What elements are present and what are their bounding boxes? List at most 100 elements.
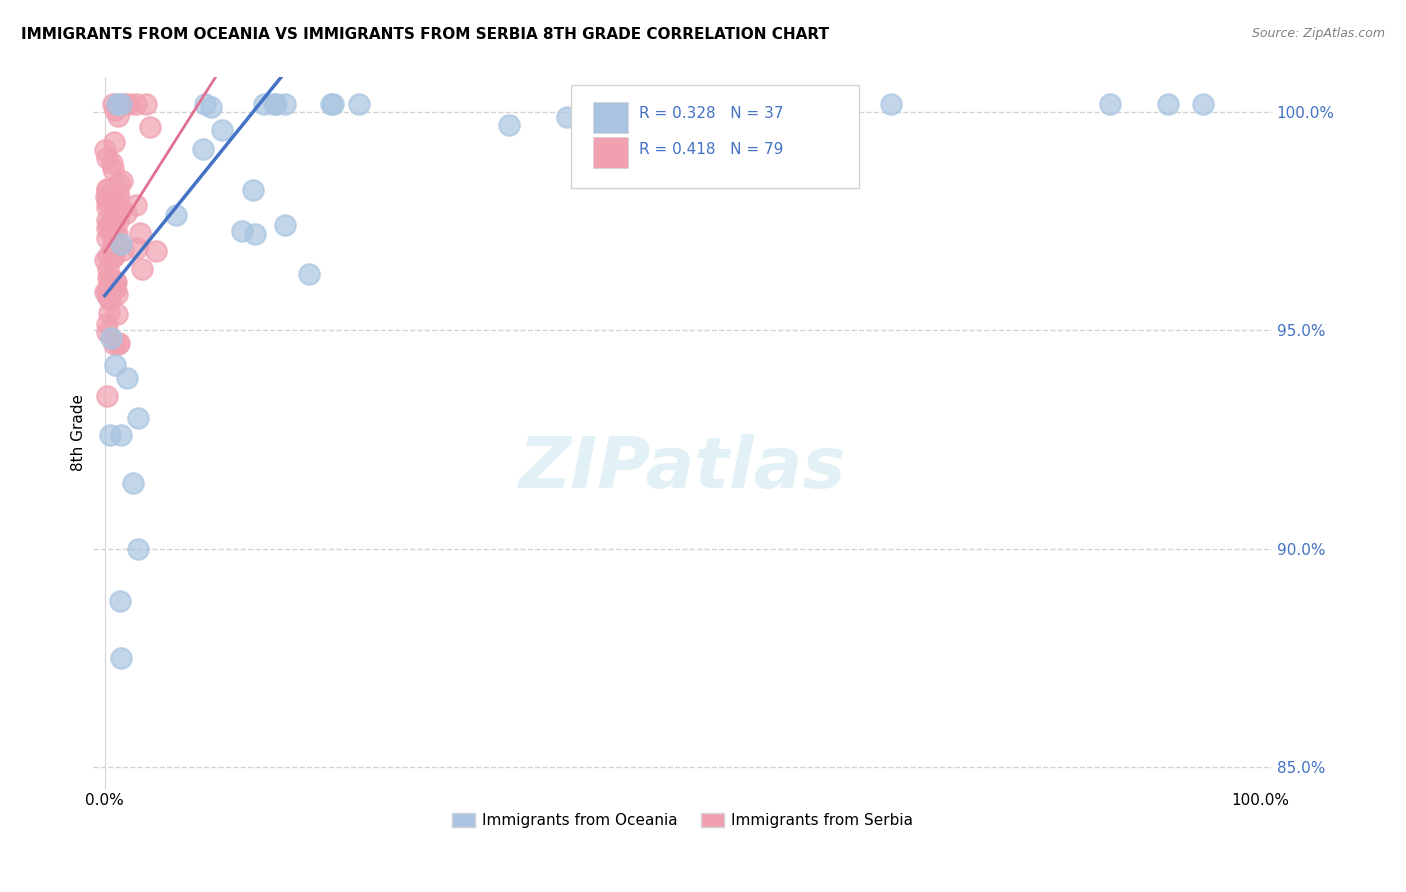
Point [98,306,121,320]
Point [555,110,578,124]
Point [101,244,124,258]
Point [118,96,141,111]
Point [97,195,120,210]
Point [110,650,132,665]
Point [1191,96,1213,111]
Point [111,174,134,188]
Point [107,96,129,111]
Point [100,219,122,233]
Point [110,96,132,111]
Point [263,96,285,111]
Point [127,410,149,425]
Y-axis label: 8th Grade: 8th Grade [72,394,86,472]
Point [115,206,138,220]
Text: Source: ZipAtlas.com: Source: ZipAtlas.com [1251,27,1385,40]
Text: R = 0.418   N = 79: R = 0.418 N = 79 [638,142,783,157]
Point [103,249,125,263]
Point [1099,96,1122,111]
Point [98,221,121,235]
Point [97,271,120,285]
Point [96,283,118,297]
Point [145,244,167,259]
Legend: Immigrants from Oceania, Immigrants from Serbia: Immigrants from Oceania, Immigrants from… [446,807,920,834]
Point [103,358,125,372]
Point [94,253,117,268]
Point [107,213,129,227]
Point [101,232,124,246]
Point [98,271,121,285]
Point [97,262,120,277]
Text: IMMIGRANTS FROM OCEANIA VS IMMIGRANTS FROM SERBIA 8TH GRADE CORRELATION CHART: IMMIGRANTS FROM OCEANIA VS IMMIGRANTS FR… [21,27,830,42]
FancyBboxPatch shape [593,137,628,169]
Point [879,96,901,111]
Point [96,183,118,197]
Point [105,286,128,301]
Point [105,227,128,241]
Point [274,96,297,111]
Point [194,96,217,111]
Point [104,103,127,117]
Point [103,213,125,227]
Point [103,219,125,233]
Point [101,193,124,207]
Point [97,217,120,231]
Point [131,262,153,277]
Point [104,274,127,288]
FancyBboxPatch shape [593,102,628,133]
Point [274,218,297,232]
Point [671,114,693,128]
Point [125,96,148,111]
Point [165,208,187,222]
Point [103,240,125,254]
Point [103,219,125,233]
Point [97,290,120,304]
Point [127,241,149,255]
Point [107,185,129,199]
Point [243,227,266,241]
Point [98,428,121,442]
Point [231,224,253,238]
Point [96,151,118,165]
Point [105,200,128,214]
Point [96,389,118,403]
Point [96,317,118,331]
Point [110,202,132,217]
Point [129,226,152,240]
Point [104,276,127,290]
Point [112,243,135,257]
Point [347,96,370,111]
Point [108,176,131,190]
Text: ZIPatlas: ZIPatlas [519,434,846,503]
Point [211,122,233,136]
FancyBboxPatch shape [571,85,859,187]
Point [103,161,125,176]
Point [139,120,162,134]
Point [108,237,131,252]
Point [105,307,128,321]
Point [105,200,128,214]
Point [498,119,520,133]
Point [101,156,124,170]
Point [103,135,125,149]
Text: R = 0.328   N = 37: R = 0.328 N = 37 [638,106,783,121]
Point [200,100,222,114]
Point [108,191,131,205]
Point [103,282,125,296]
Point [101,250,124,264]
Point [96,182,118,196]
Point [104,225,127,239]
Point [110,428,132,442]
Point [96,201,118,215]
Point [110,237,132,252]
Point [117,371,139,385]
Point [107,109,129,123]
Point [100,221,122,235]
Point [98,293,121,307]
Point [1157,96,1180,111]
Point [107,96,129,111]
Point [96,190,118,204]
Point [298,267,321,281]
Point [100,218,122,232]
Point [96,325,118,339]
Point [253,96,276,111]
